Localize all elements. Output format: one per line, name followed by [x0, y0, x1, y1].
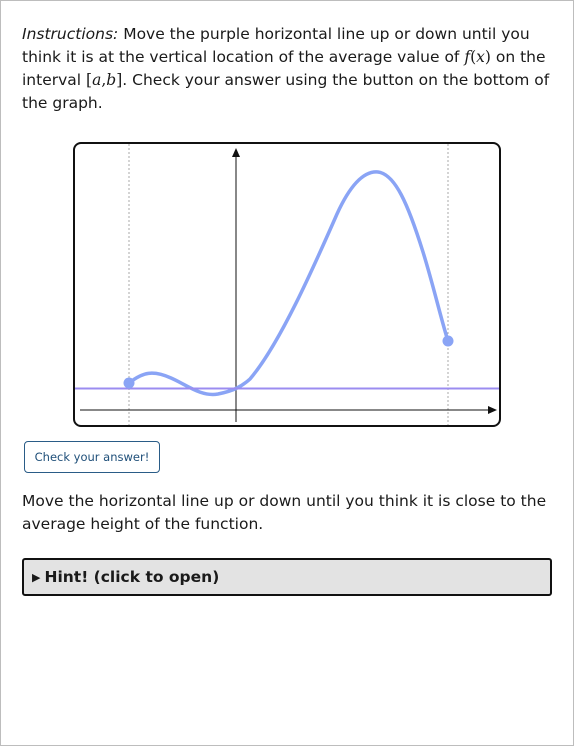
- interval-notation: [a,b]: [86, 71, 123, 89]
- instructions-part1: Move the purple horizontal line up or do…: [22, 25, 530, 66]
- graph-canvas: [75, 144, 499, 425]
- endpoint-b-dot: [442, 335, 454, 347]
- triangle-right-icon: ▶: [32, 570, 41, 584]
- tip-text: Move the horizontal line up or down unti…: [22, 492, 547, 533]
- hint-toggle[interactable]: ▶ Hint! (click to open): [22, 558, 552, 596]
- hint-label: Hint! (click to open): [44, 568, 220, 586]
- instructions-lead: Instructions:: [22, 25, 119, 43]
- instructions-part2: on the interval: [22, 48, 546, 89]
- function-curve: [127, 170, 450, 397]
- check-answer-button[interactable]: Check your answer!: [24, 441, 160, 473]
- instructions-part3: . Check your answer using the button on …: [22, 71, 550, 112]
- instructions-text: Instructions: Move the purple horizontal…: [22, 23, 557, 115]
- endpoint-a-dot: [123, 377, 135, 389]
- function-notation: f(x): [464, 48, 491, 66]
- y-axis-arrow: [232, 148, 240, 157]
- graph-panel: [73, 142, 501, 427]
- x-axis-arrow: [488, 406, 497, 414]
